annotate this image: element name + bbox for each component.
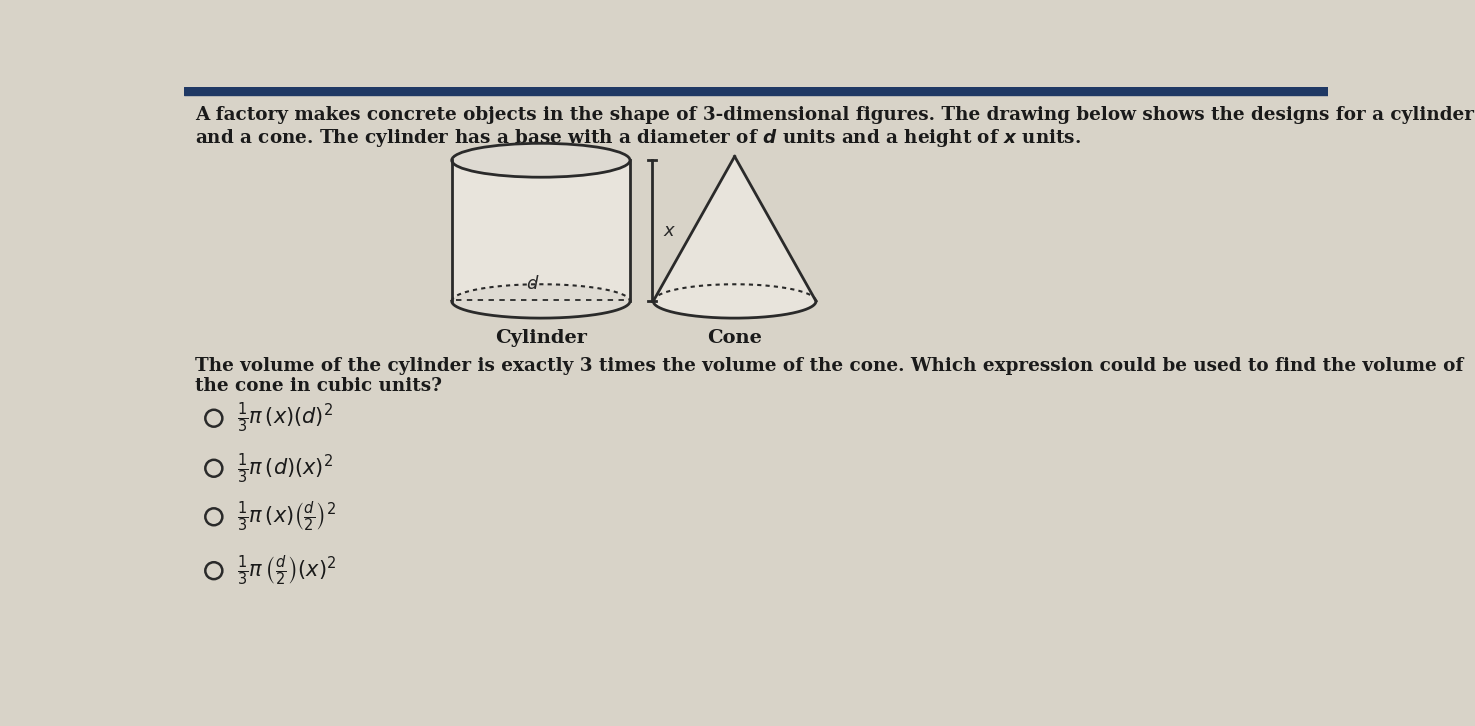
Text: The volume of the cylinder is exactly 3 times the volume of the cone. Which expr: The volume of the cylinder is exactly 3 … [195, 357, 1463, 375]
Text: $\frac{1}{3}\pi\,(x)(d)^2$: $\frac{1}{3}\pi\,(x)(d)^2$ [237, 401, 333, 436]
Polygon shape [451, 160, 630, 301]
Bar [184, 87, 1328, 95]
Text: Cylinder: Cylinder [496, 329, 587, 347]
Text: A factory makes concrete objects in the shape of 3-dimensional figures. The draw: A factory makes concrete objects in the … [195, 107, 1474, 124]
Text: $\frac{1}{3}\pi\,(x)\left(\frac{d}{2}\right)^2$: $\frac{1}{3}\pi\,(x)\left(\frac{d}{2}\ri… [237, 499, 336, 534]
Text: $\frac{1}{3}\pi\,(d)(x)^2$: $\frac{1}{3}\pi\,(d)(x)^2$ [237, 451, 333, 486]
Text: $\frac{1}{3}\pi\,\left(\frac{d}{2}\right)(x)^2$: $\frac{1}{3}\pi\,\left(\frac{d}{2}\right… [237, 553, 336, 588]
Text: and a cone. The cylinder has a base with a diameter of $\boldsymbol{d}$ units an: and a cone. The cylinder has a base with… [195, 127, 1081, 149]
Text: $x$: $x$ [662, 221, 676, 240]
Ellipse shape [451, 285, 630, 318]
Text: $d$: $d$ [527, 275, 540, 293]
Polygon shape [653, 156, 816, 318]
Text: Cone: Cone [707, 329, 763, 347]
Ellipse shape [451, 143, 630, 177]
Text: the cone in cubic units?: the cone in cubic units? [195, 378, 442, 396]
